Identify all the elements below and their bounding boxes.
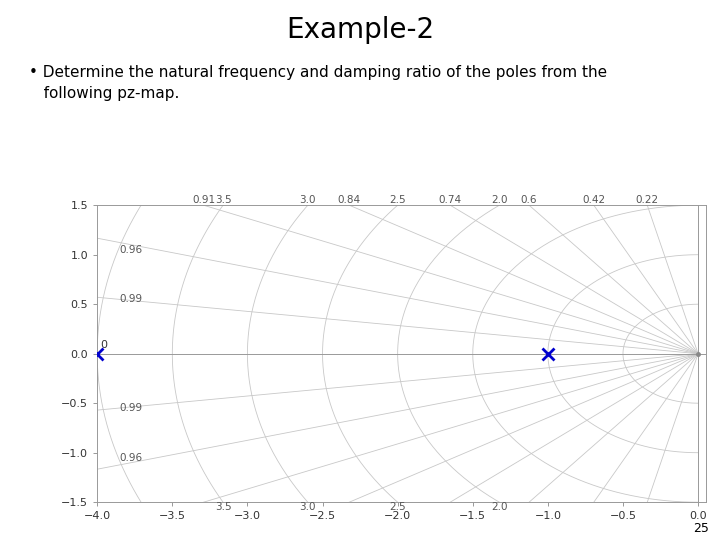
Text: 0.42: 0.42 <box>582 195 606 205</box>
Text: 0.84: 0.84 <box>338 195 361 205</box>
Text: 2.0: 2.0 <box>491 195 508 205</box>
Text: 3.5: 3.5 <box>215 195 231 205</box>
Text: 2.5: 2.5 <box>390 502 406 512</box>
Text: 2.0: 2.0 <box>491 502 508 512</box>
Text: 3.0: 3.0 <box>300 195 316 205</box>
Text: 0.22: 0.22 <box>636 195 659 205</box>
Text: • Determine the natural frequency and damping ratio of the poles from the
   fol: • Determine the natural frequency and da… <box>29 65 607 101</box>
Text: 2.5: 2.5 <box>390 195 406 205</box>
Text: 0.96: 0.96 <box>120 453 143 463</box>
Text: 0.74: 0.74 <box>438 195 462 205</box>
Text: 0.91: 0.91 <box>192 195 215 205</box>
Text: 3.0: 3.0 <box>300 502 316 512</box>
Text: 0.99: 0.99 <box>120 403 143 413</box>
Text: 25: 25 <box>693 522 709 535</box>
Text: 3.5: 3.5 <box>215 502 231 512</box>
Text: 0: 0 <box>100 340 107 350</box>
Text: 0.96: 0.96 <box>120 245 143 255</box>
Text: 0.99: 0.99 <box>120 294 143 304</box>
Text: Example-2: Example-2 <box>286 16 434 44</box>
Text: 0.6: 0.6 <box>521 195 537 205</box>
